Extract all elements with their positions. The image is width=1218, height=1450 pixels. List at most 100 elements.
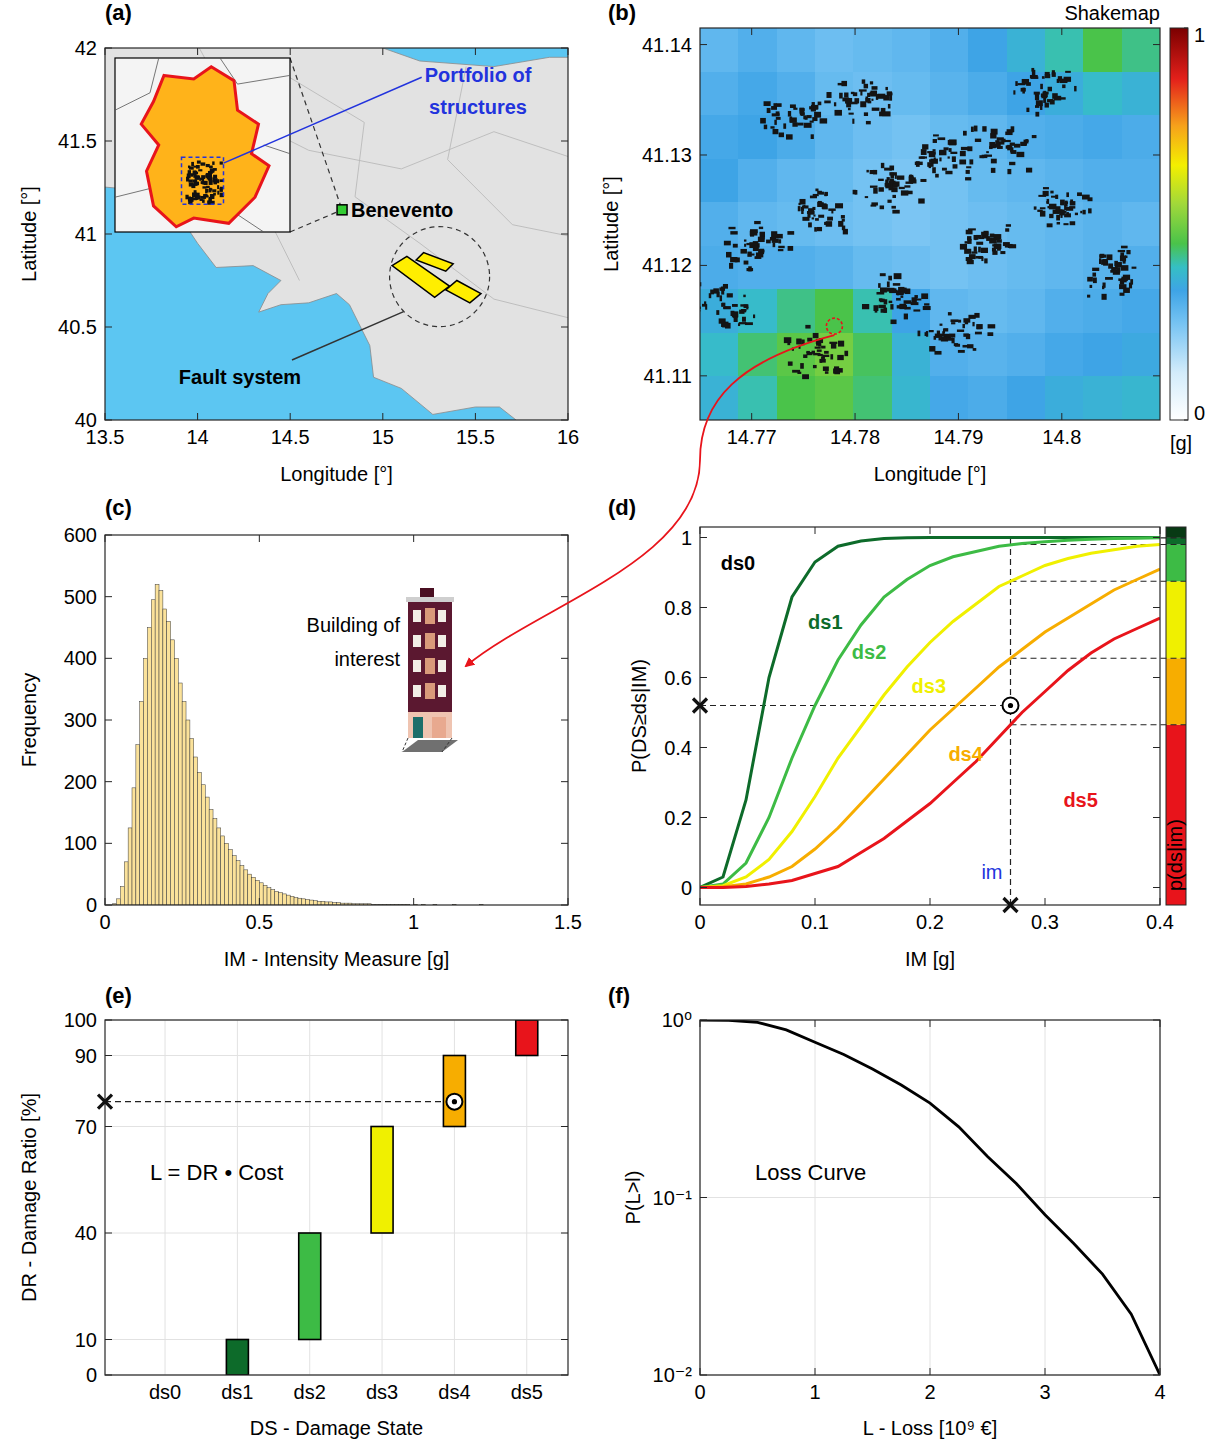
cross-marker (1004, 898, 1018, 912)
building-footprint (814, 112, 821, 118)
heat-cell (738, 333, 777, 377)
heat-cell (892, 246, 931, 290)
building-footprint (788, 111, 791, 117)
annotation: Building of (307, 614, 401, 636)
building-footprint (929, 159, 934, 162)
tick-label: ds4 (438, 1381, 470, 1403)
building-footprint (1051, 196, 1057, 198)
building-footprint (864, 112, 868, 116)
building-footprint (859, 89, 867, 91)
portfolio-building (201, 162, 206, 165)
building-footprint (960, 244, 967, 250)
histogram-bar (205, 797, 209, 905)
building-footprint (866, 121, 871, 124)
building-footprint (722, 323, 728, 327)
building-footprint (870, 186, 878, 188)
building-footprint (838, 83, 845, 85)
building-footprint (784, 337, 791, 343)
tick-mark (1061, 28, 1062, 35)
building-icon (408, 600, 452, 712)
building-footprint (800, 199, 806, 205)
building-footprint (974, 246, 977, 251)
building-footprint (1050, 191, 1053, 194)
tick-mark (105, 413, 106, 420)
series-label: ds4 (948, 743, 983, 765)
tick-label: 1 (1194, 24, 1205, 46)
building-footprint (738, 323, 740, 326)
building-footprint (799, 108, 804, 114)
building-icon (425, 608, 435, 624)
building-footprint (1043, 187, 1049, 189)
histogram-bar (290, 896, 294, 905)
axis-title: DS - Damage State (250, 1417, 423, 1439)
building-footprint (958, 350, 965, 353)
building-footprint (852, 119, 854, 124)
histogram-bar (252, 877, 256, 905)
tick-mark (105, 48, 112, 49)
axis-title: IM - Intensity Measure [g] (224, 948, 450, 970)
building-footprint (1107, 254, 1113, 260)
panel-letter: (a) (105, 0, 132, 25)
building-footprint (962, 324, 965, 328)
building-footprint (778, 249, 783, 251)
building-footprint (915, 162, 923, 165)
histogram-bar (151, 600, 155, 905)
building-footprint (800, 363, 804, 369)
building-footprint (929, 330, 934, 332)
heat-cell (1083, 376, 1122, 420)
building-footprint (790, 117, 792, 122)
building-footprint (951, 338, 954, 343)
building-footprint (812, 117, 817, 121)
building-footprint (981, 248, 988, 253)
portfolio-building (202, 186, 206, 188)
histogram-bar (213, 819, 217, 905)
portfolio-building (210, 168, 214, 172)
building-footprint (948, 140, 956, 145)
heat-cell (930, 202, 969, 246)
building-footprint (790, 104, 796, 108)
building-footprint (823, 366, 829, 371)
building-footprint (829, 342, 837, 344)
building-footprint (734, 316, 738, 322)
building-footprint (1052, 93, 1058, 99)
building-footprint (968, 228, 976, 230)
building-footprint (892, 210, 899, 214)
building-footprint (951, 322, 955, 324)
fragility-curve (700, 538, 1160, 888)
building-footprint (817, 191, 822, 194)
building-footprint (723, 307, 726, 309)
heat-cell (1007, 159, 1046, 203)
figure: Fault systemPortfolio ofstructuresBeneve… (0, 0, 1218, 1450)
portfolio-building (217, 179, 219, 183)
heat-cell (930, 376, 969, 420)
colorbar-label: [g] (1170, 432, 1192, 454)
building-footprint (826, 92, 831, 98)
heat-cell (853, 72, 892, 116)
heat-cell (1007, 333, 1046, 377)
building-footprint (1121, 246, 1128, 249)
building-icon (413, 660, 421, 672)
building-footprint (817, 349, 822, 351)
building-footprint (883, 95, 889, 100)
building-footprint (933, 134, 939, 136)
side-bar-label: p(ds|im) (1164, 819, 1186, 891)
building-footprint (942, 168, 947, 171)
tick-mark (561, 1233, 568, 1234)
tick-mark (1153, 887, 1160, 888)
building-footprint (1020, 142, 1026, 146)
heat-cell (1122, 28, 1160, 72)
building-footprint (958, 320, 961, 323)
tick-mark (561, 658, 568, 659)
tick-mark (105, 658, 112, 659)
tick-label: 500 (64, 586, 97, 608)
building-footprint (744, 239, 746, 241)
leader-line (224, 77, 422, 163)
building-footprint (828, 208, 835, 210)
portfolio-building (203, 197, 206, 199)
tick-mark (561, 1020, 568, 1021)
tick-mark (1045, 1020, 1046, 1027)
portfolio-building (212, 161, 214, 164)
fault-circle (390, 227, 490, 327)
portfolio-building (207, 177, 212, 180)
building-footprint (838, 341, 844, 347)
